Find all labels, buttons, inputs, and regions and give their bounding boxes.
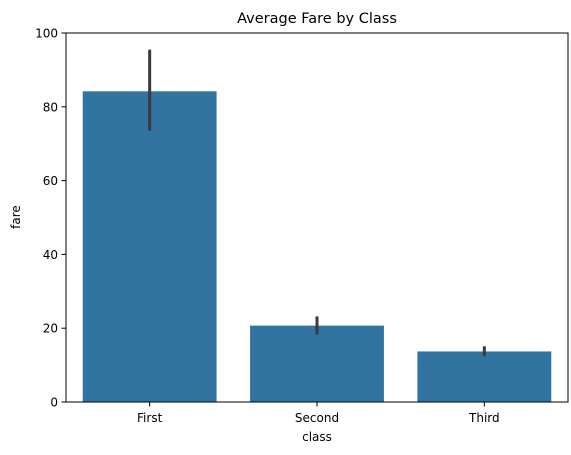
y-axis-label: fare [9,205,23,229]
y-axis: 0 20 40 60 80 100 [35,27,66,410]
error-bars-layer [148,49,486,357]
bar-first [82,91,217,402]
chart-title: Average Fare by Class [237,11,397,27]
x-axis-label: class [302,430,332,444]
x-tick-label: First [137,411,163,425]
bar-second [250,325,384,402]
y-tick-label: 60 [43,174,58,188]
y-tick-label: 20 [43,322,58,336]
y-tick-label: 100 [35,27,58,41]
x-axis: First Second Third [137,402,500,425]
bar-third [417,351,552,402]
y-tick-label: 80 [43,100,58,114]
x-tick-label: Third [468,411,500,425]
y-tick-label: 0 [50,396,58,410]
x-tick-label: Second [295,411,339,425]
y-tick-label: 40 [43,248,58,262]
bars-layer [82,91,552,402]
